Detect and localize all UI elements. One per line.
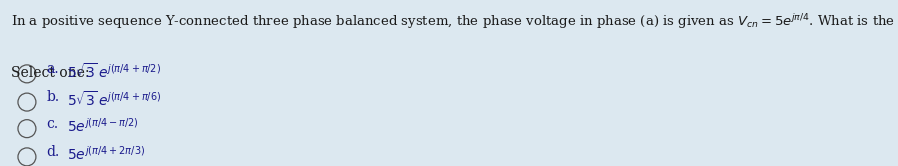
Text: $5e^{j(\pi/4+2\pi/3)}$: $5e^{j(\pi/4+2\pi/3)}$ (67, 145, 145, 163)
Text: In a positive sequence Y-connected three phase balanced system, the phase voltag: In a positive sequence Y-connected three… (11, 12, 898, 31)
Text: $5\sqrt{3}\,e^{j(\pi/4+\pi/2)}$: $5\sqrt{3}\,e^{j(\pi/4+\pi/2)}$ (67, 62, 162, 81)
Text: b.: b. (47, 90, 60, 104)
Text: a.: a. (47, 62, 59, 76)
Text: $5\sqrt{3}\,e^{j(\pi/4+\pi/6)}$: $5\sqrt{3}\,e^{j(\pi/4+\pi/6)}$ (67, 90, 162, 109)
Text: $5e^{j(\pi/4-\pi/2)}$: $5e^{j(\pi/4-\pi/2)}$ (67, 117, 139, 135)
Text: Select one:: Select one: (11, 66, 89, 80)
Text: c.: c. (47, 117, 59, 131)
Text: d.: d. (47, 145, 60, 159)
